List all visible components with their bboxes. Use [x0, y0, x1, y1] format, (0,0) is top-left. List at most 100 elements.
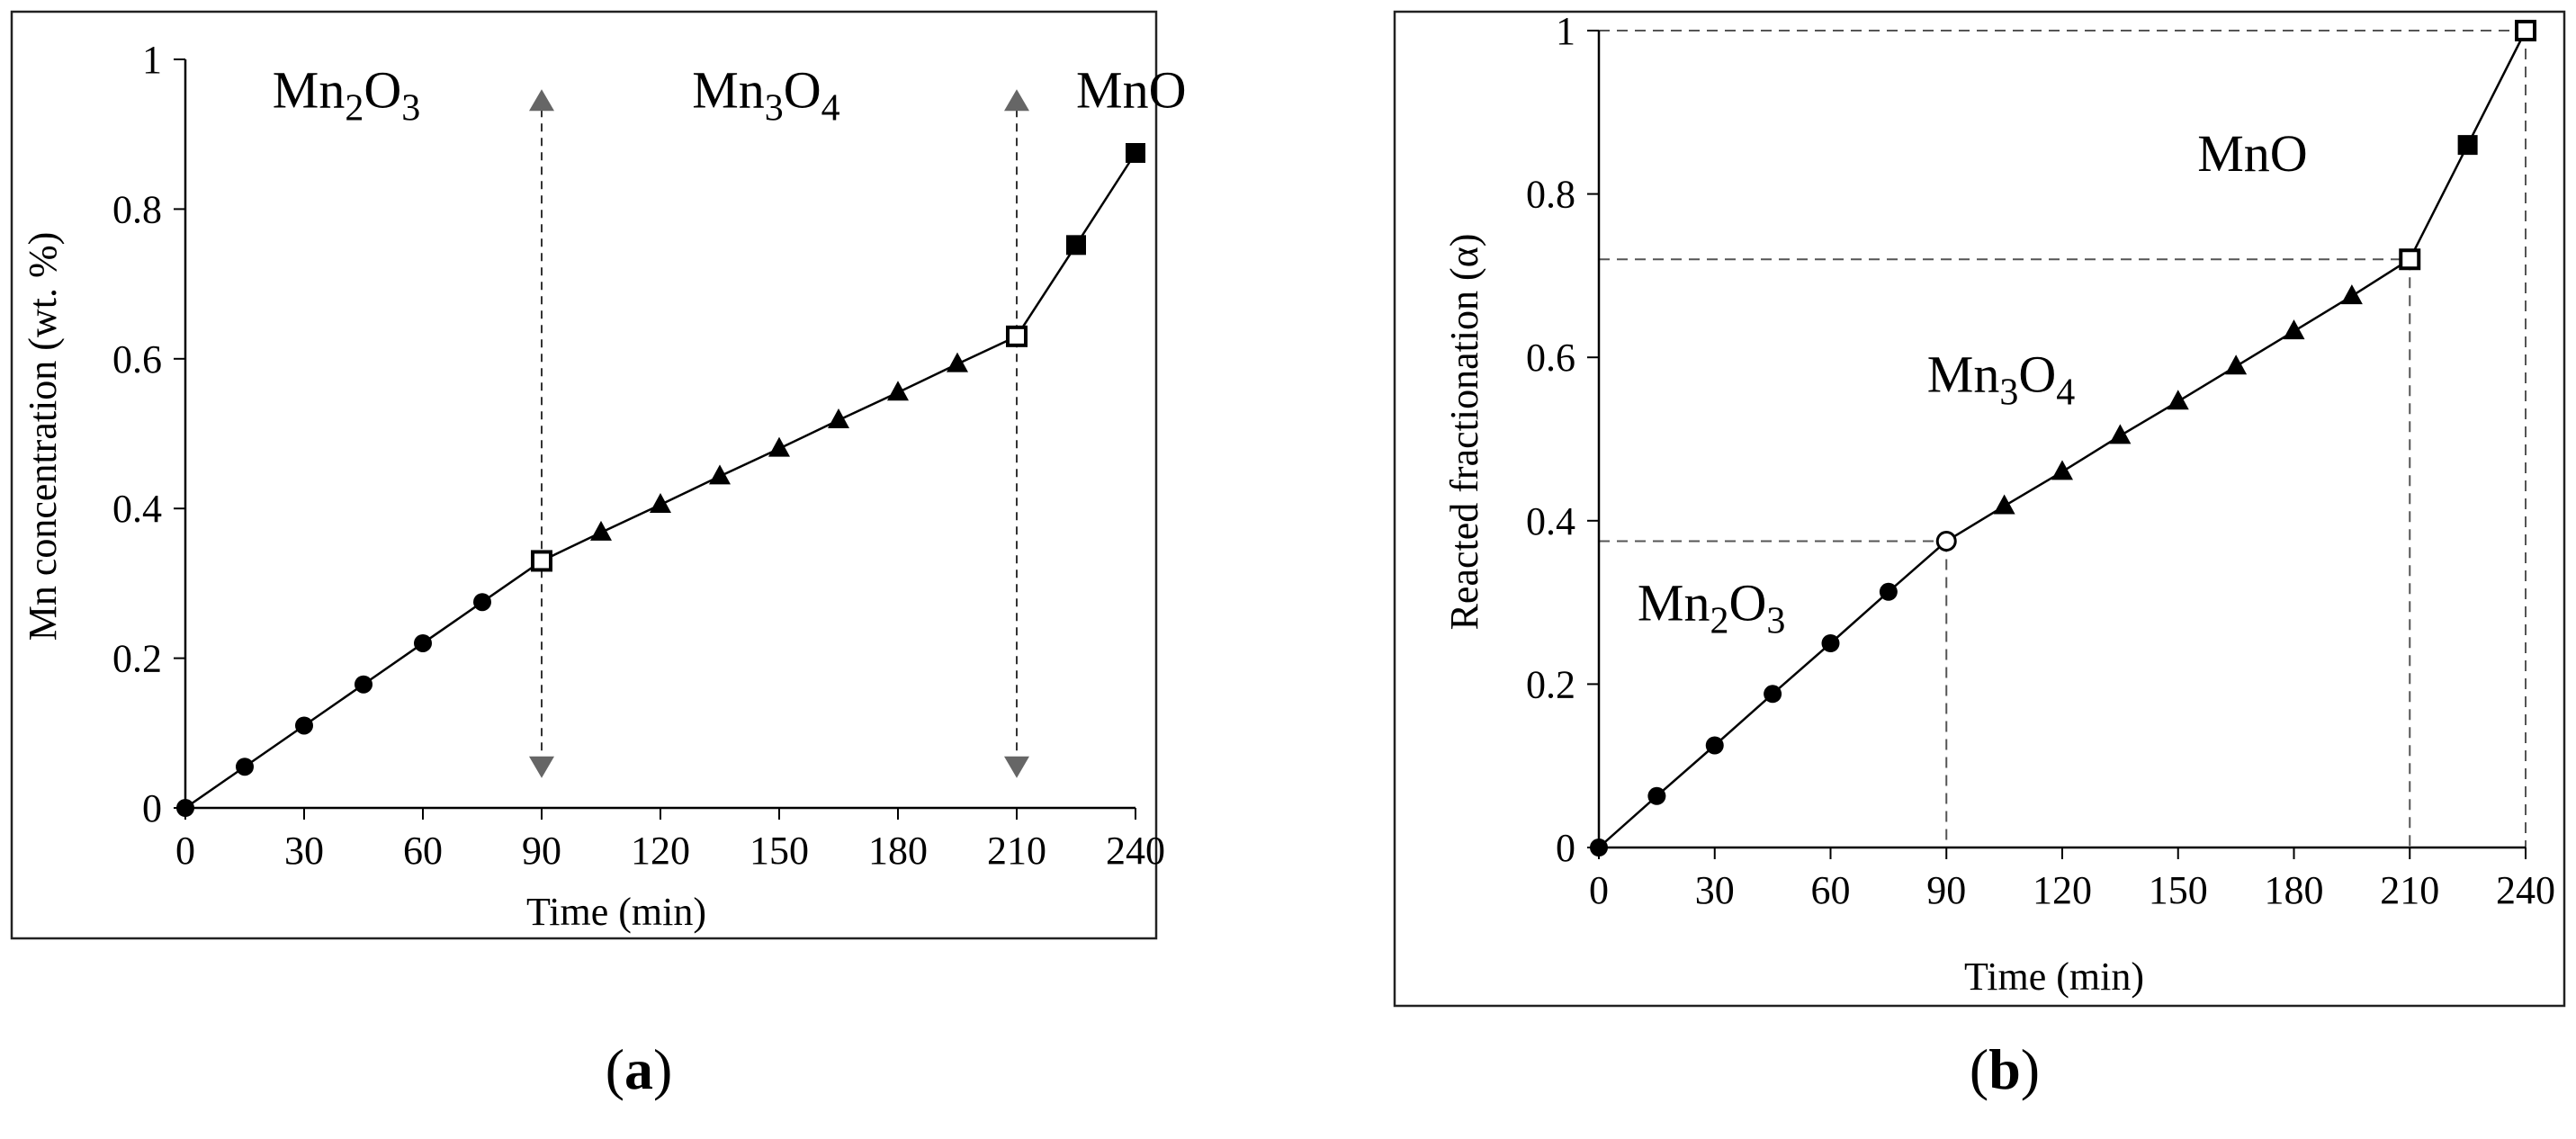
panel-b-markers — [1590, 20, 2536, 856]
panel-a-y-tick-label: 0.6 — [112, 337, 162, 381]
panel-b-x-tick-label: 150 — [2149, 868, 2208, 912]
panel-a-point-60 — [414, 633, 432, 652]
panel-a-point-120 — [650, 493, 671, 514]
panel-b-y-tick-label: 0.6 — [1526, 336, 1575, 380]
panel-a-phase-base: Mn — [273, 60, 346, 119]
panel-b-point-105 — [1993, 494, 2015, 515]
panel-b-phase-mid: O — [1728, 574, 1766, 632]
panel-b-label-close: ) — [2021, 1037, 2040, 1101]
panel-a-arrows — [529, 89, 1029, 778]
panel-b-point-120 — [2051, 460, 2073, 480]
panel-b-point-210 — [2399, 248, 2421, 271]
panel-b-y-axis-title: Reacted fractionation (α) — [1442, 234, 1486, 631]
panel-b-x-tick-label: 120 — [2033, 868, 2092, 912]
panel-b-y-tick-label: 1 — [1556, 9, 1575, 53]
panel-a-phase-base: MnO — [1076, 60, 1186, 119]
panel-a-phase-sub1: 2 — [345, 87, 364, 129]
panel-b-phase-mid: O — [2018, 345, 2056, 403]
panel-b-point-60 — [1821, 634, 1840, 652]
panel-a-phase-label: Mn2O3 — [273, 60, 420, 129]
panel-a-y-axis-title: Mn concentration (wt. %) — [21, 232, 65, 641]
panel-b-x-tick-label: 210 — [2380, 868, 2439, 912]
panel-a-point-90 — [531, 550, 552, 572]
panel-a-label-close: ) — [653, 1037, 672, 1101]
panel-b-phase-base: Mn — [1638, 574, 1710, 632]
panel-a-point-15 — [236, 758, 254, 776]
panel-b-label: (b) — [1970, 1037, 2040, 1101]
panel-a-markers — [176, 143, 1145, 817]
panel-a-point-195 — [947, 352, 968, 372]
panel-a-label-letter: a — [624, 1037, 653, 1101]
panel-a-axes: 0 30 60 90 120 150 180 210 240 0 0.2 0.4 0.6 0.8 1 — [112, 38, 1165, 873]
panel-a-x-tick-label: 30 — [284, 829, 324, 873]
panel-b-point-240 — [2515, 20, 2536, 41]
panel-b-point-195 — [2340, 284, 2363, 305]
panel-a-y-tick-label: 0.2 — [112, 637, 162, 681]
panel-b-phase-sub2: 4 — [2056, 372, 2075, 413]
panel-a-border — [10, 10, 1158, 940]
panel-a-y-tick-label: 0 — [142, 786, 162, 830]
panel-b-point-150 — [2167, 390, 2189, 410]
panel-a-point-240 — [1126, 143, 1145, 163]
panel-b-axes: 0 30 60 90 120 150 180 210 240 0 0.2 0.4 0.6 0.8 1 — [1526, 9, 2555, 912]
panel-b-phase-label: Mn2O3 — [1638, 574, 1785, 642]
panel-b-point-0 — [1590, 839, 1608, 856]
panel-b-x-tick-label: 60 — [1811, 868, 1851, 912]
panel-a-point-105 — [590, 520, 612, 541]
panel-a-x-tick-label: 180 — [868, 829, 928, 873]
panel-b-series — [1598, 30, 2527, 848]
panel-b-phase-label: MnO — [2197, 124, 2307, 183]
panel-a-phase-labels: Mn2O3 Mn3O4 MnO — [273, 60, 1187, 129]
panel-a-label: (a) — [606, 1037, 673, 1101]
panel-b-label-open: ( — [1970, 1037, 1988, 1101]
panel-a-arrow-head-down — [1004, 756, 1029, 778]
panel-b-phase-sub1: 2 — [1710, 601, 1728, 642]
panel-b-point-165 — [2225, 354, 2248, 375]
panel-b-x-tick-label: 0 — [1589, 868, 1609, 912]
panel-a-label-open: ( — [606, 1037, 624, 1101]
panel-b-y-tick-label: 0.4 — [1526, 499, 1575, 543]
panel-b-x-axis-title: Time (min) — [1964, 955, 2144, 999]
panel-a-point-150 — [768, 436, 790, 457]
panel-b-point-225 — [2457, 135, 2478, 156]
panel-b-border — [1393, 10, 2566, 1008]
panel-a-point-225 — [1066, 235, 1086, 256]
panel-a-series — [184, 152, 1137, 810]
panel-b-x-tick-label: 90 — [1926, 868, 1966, 912]
panel-b-point-15 — [1647, 786, 1666, 805]
panel-a-x-tick-label: 210 — [987, 829, 1046, 873]
panel-b-series-line — [1598, 30, 2527, 848]
panel-a-arrow-head-up — [1004, 89, 1029, 112]
panel-a-x-tick-label: 0 — [175, 829, 195, 873]
panel-a-x-tick-label: 90 — [522, 829, 561, 873]
panel-b-phase-label: Mn3O4 — [1927, 345, 2075, 413]
panel-b-x-tick-label: 30 — [1695, 868, 1735, 912]
panel-b-point-135 — [2109, 424, 2132, 444]
panel-a-point-45 — [355, 675, 372, 694]
panel-b-phase-sub2: 3 — [1766, 601, 1785, 642]
panel-a-phase-base: Mn — [692, 60, 765, 119]
panel-a-phase-sub2: 4 — [821, 87, 840, 129]
panel-a-point-135 — [709, 464, 731, 485]
panel-b-phase-base: Mn — [1927, 345, 2000, 403]
panel-a-y-tick-label: 1 — [142, 38, 162, 82]
panel-a-point-180 — [887, 381, 909, 401]
panel-b-y-tick-label: 0.2 — [1526, 662, 1575, 706]
panel-b-phase-base: MnO — [2197, 124, 2307, 183]
panel-a-x-tick-label: 60 — [403, 829, 443, 873]
panel-a-arrow-head-up — [529, 89, 554, 112]
panel-a-phase-label: MnO — [1076, 60, 1186, 119]
panel-a-phase-label: Mn3O4 — [692, 60, 839, 129]
panel-b-y-tick-label: 0.8 — [1526, 173, 1575, 217]
panel-a-phase-mid: O — [364, 60, 401, 119]
panel-a-y-tick-label: 0.8 — [112, 187, 162, 231]
panel-a-phase-sub1: 3 — [765, 87, 784, 129]
panel-b-x-tick-label: 180 — [2265, 868, 2324, 912]
panel-a-arrow-head-down — [529, 756, 554, 778]
panel-a-x-tick-label: 120 — [631, 829, 690, 873]
panel-a-phase-mid: O — [784, 60, 821, 119]
